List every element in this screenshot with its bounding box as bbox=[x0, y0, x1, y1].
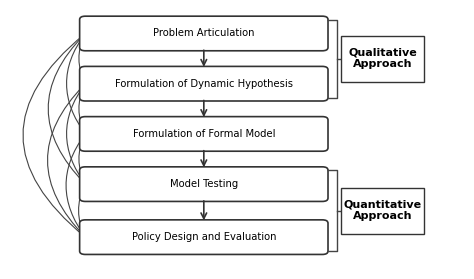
Text: Policy Design and Evaluation: Policy Design and Evaluation bbox=[132, 232, 276, 242]
FancyArrowPatch shape bbox=[66, 35, 85, 134]
FancyBboxPatch shape bbox=[80, 16, 328, 51]
FancyBboxPatch shape bbox=[80, 167, 328, 201]
FancyArrowPatch shape bbox=[47, 85, 85, 237]
FancyArrowPatch shape bbox=[79, 185, 85, 237]
Text: Qualitative
Approach: Qualitative Approach bbox=[348, 48, 417, 69]
FancyBboxPatch shape bbox=[341, 187, 424, 234]
FancyArrowPatch shape bbox=[79, 85, 85, 134]
FancyArrowPatch shape bbox=[66, 135, 85, 237]
Text: Formulation of Dynamic Hypothesis: Formulation of Dynamic Hypothesis bbox=[115, 79, 293, 89]
Text: Model Testing: Model Testing bbox=[170, 179, 238, 189]
FancyBboxPatch shape bbox=[80, 66, 328, 101]
Text: Problem Articulation: Problem Articulation bbox=[153, 28, 255, 39]
FancyArrowPatch shape bbox=[79, 135, 85, 184]
Text: Quantitative
Approach: Quantitative Approach bbox=[344, 200, 422, 222]
FancyArrowPatch shape bbox=[66, 85, 85, 184]
FancyBboxPatch shape bbox=[80, 220, 328, 254]
FancyBboxPatch shape bbox=[80, 117, 328, 151]
FancyArrowPatch shape bbox=[79, 35, 85, 84]
FancyArrowPatch shape bbox=[48, 34, 85, 184]
FancyBboxPatch shape bbox=[341, 35, 424, 81]
FancyArrowPatch shape bbox=[23, 34, 85, 237]
Text: Formulation of Formal Model: Formulation of Formal Model bbox=[133, 129, 275, 139]
